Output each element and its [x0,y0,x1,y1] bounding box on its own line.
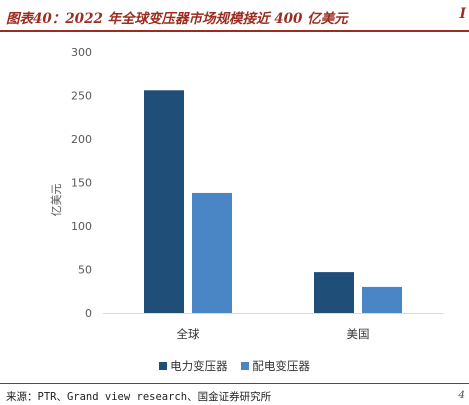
y-tick-label: 50 [78,264,92,277]
y-tick-label: 100 [71,220,92,233]
y-tick-label: 250 [71,90,92,103]
figure-title-bar: 图表40：2022 年全球变压器市场规模接近 400 亿美元 I [0,0,469,32]
legend-label-series-0: 电力变压器 [170,359,228,373]
bar-chart: 亿美元 0 50 100 150 200 250 300 全球 美国 [50,46,443,341]
bar-美国-电力变压器 [314,272,354,313]
legend-item-series-0: 电力变压器 [159,358,228,374]
legend-label-series-1: 配电变压器 [252,359,310,373]
y-tick-label: 150 [71,177,92,190]
legend: 电力变压器 配电变压器 [0,358,469,374]
x-category-label: 美国 [347,327,370,341]
legend-item-series-1: 配电变压器 [241,358,310,374]
x-category-label: 全球 [177,327,200,341]
y-tick-label: 200 [71,133,92,146]
bar-全球-配电变压器 [192,192,232,313]
y-tick-label: 300 [71,46,92,59]
legend-swatch-series-0 [159,362,168,370]
legend-swatch-series-1 [241,362,250,370]
y-tick-label: 0 [85,307,92,320]
bar-美国-配电变压器 [362,286,402,313]
figure-title-edge-mark: I [459,6,466,22]
source-text: 来源：PTR、Grand view research、国金证券研究所 [6,391,272,403]
bar-全球-电力变压器 [144,90,184,313]
source-edge-mark: 4 [458,389,465,401]
source-note: 来源：PTR、Grand view research、国金证券研究所 4 [0,383,469,405]
y-axis-label: 亿美元 [50,184,63,217]
figure-title: 图表40：2022 年全球变压器市场规模接近 400 亿美元 [6,11,348,27]
